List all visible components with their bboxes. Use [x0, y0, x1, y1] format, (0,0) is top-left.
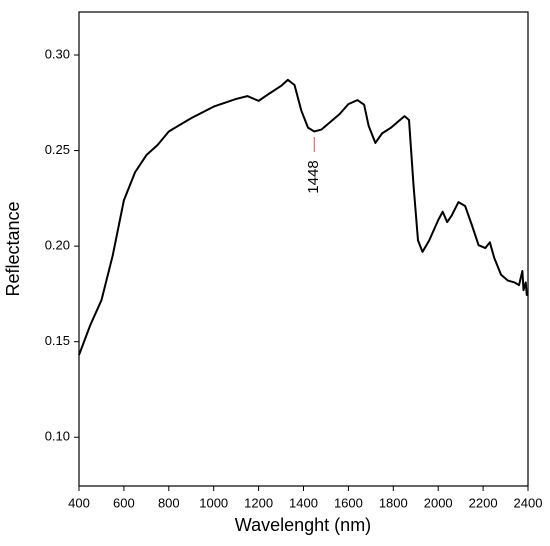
- x-tick-label: 1000: [199, 495, 228, 510]
- y-axis-title: Reflectance: [3, 201, 23, 296]
- y-tick-label: 0.10: [45, 429, 70, 444]
- x-axis-title: Wavelenght (nm): [235, 515, 371, 535]
- x-tick-label: 400: [68, 495, 90, 510]
- plot-frame: [78, 11, 529, 487]
- x-tick-label: 2400: [514, 495, 543, 510]
- y-tick-label: 0.25: [45, 142, 70, 157]
- x-tick-label: 1800: [379, 495, 408, 510]
- x-tick-label: 2200: [469, 495, 498, 510]
- data-line: [78, 78, 528, 356]
- x-tick-label: 600: [113, 495, 135, 510]
- annotation-label: 1448: [305, 160, 322, 193]
- x-tick-label: 1400: [289, 495, 318, 510]
- y-tick-label: 0.20: [45, 238, 70, 253]
- x-tick-label: 2000: [424, 495, 453, 510]
- x-tick-label: 1200: [244, 495, 273, 510]
- y-tick-label: 0.15: [45, 333, 70, 348]
- x-tick-label: 1600: [334, 495, 363, 510]
- x-tick-label: 800: [158, 495, 180, 510]
- y-tick-label: 0.30: [45, 46, 70, 61]
